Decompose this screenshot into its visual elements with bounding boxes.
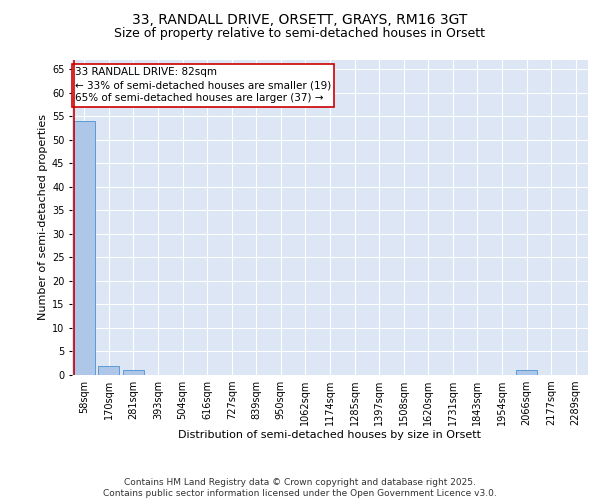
Bar bbox=[123, 370, 144, 375]
Text: 33 RANDALL DRIVE: 82sqm
← 33% of semi-detached houses are smaller (19)
65% of se: 33 RANDALL DRIVE: 82sqm ← 33% of semi-de… bbox=[75, 67, 331, 104]
X-axis label: Distribution of semi-detached houses by size in Orsett: Distribution of semi-detached houses by … bbox=[179, 430, 482, 440]
Y-axis label: Number of semi-detached properties: Number of semi-detached properties bbox=[38, 114, 47, 320]
Bar bbox=[516, 370, 537, 375]
Text: Contains HM Land Registry data © Crown copyright and database right 2025.
Contai: Contains HM Land Registry data © Crown c… bbox=[103, 478, 497, 498]
Text: Size of property relative to semi-detached houses in Orsett: Size of property relative to semi-detach… bbox=[115, 28, 485, 40]
Text: 33, RANDALL DRIVE, ORSETT, GRAYS, RM16 3GT: 33, RANDALL DRIVE, ORSETT, GRAYS, RM16 3… bbox=[133, 12, 467, 26]
Bar bbox=[74, 121, 95, 375]
Bar bbox=[98, 366, 119, 375]
